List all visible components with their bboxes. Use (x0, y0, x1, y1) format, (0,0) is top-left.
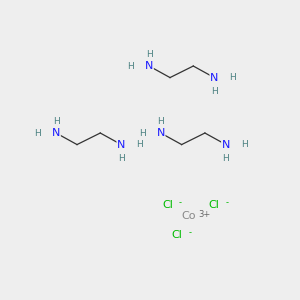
Text: H: H (139, 128, 145, 137)
Text: N: N (157, 128, 165, 138)
Text: Cl: Cl (172, 230, 182, 240)
Text: H: H (211, 87, 217, 96)
Text: N: N (117, 140, 125, 150)
Text: H: H (118, 154, 124, 163)
Text: H: H (136, 140, 143, 149)
Text: -: - (226, 198, 229, 207)
Text: H: H (230, 73, 236, 82)
Text: -: - (179, 198, 182, 207)
Text: N: N (52, 128, 60, 138)
Text: Cl: Cl (162, 200, 173, 210)
Text: H: H (158, 117, 164, 126)
Text: H: H (146, 50, 152, 59)
Text: H: H (241, 140, 248, 149)
Text: H: H (223, 154, 229, 163)
Text: Co: Co (182, 211, 196, 221)
Text: H: H (34, 128, 41, 137)
Text: N: N (210, 73, 218, 82)
Text: -: - (188, 228, 191, 237)
Text: N: N (222, 140, 230, 150)
Text: Cl: Cl (209, 200, 220, 210)
Text: H: H (53, 117, 59, 126)
Text: H: H (127, 61, 134, 70)
Text: N: N (145, 61, 153, 71)
Text: 3+: 3+ (199, 210, 211, 219)
